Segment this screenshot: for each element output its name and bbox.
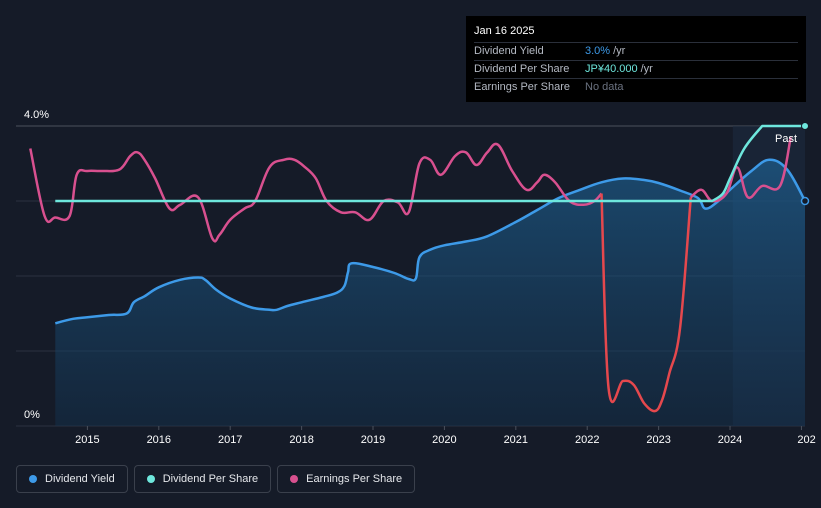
eps-line <box>29 142 603 243</box>
legend-item-dividend-yield[interactable]: Dividend Yield <box>16 465 128 493</box>
tooltip-date: Jan 16 2025 <box>474 25 535 37</box>
tooltip-value: No data <box>585 81 624 93</box>
x-tick-label: 2024 <box>718 434 742 446</box>
legend-item-dividend-per-share[interactable]: Dividend Per Share <box>133 465 272 493</box>
legend-label: Dividend Yield <box>45 473 115 485</box>
tooltip-value: 3.0% <box>585 45 611 57</box>
tooltip-row-dividend-yield: Dividend Yield 3.0% /yr <box>474 42 798 60</box>
x-tick-label: 2021 <box>504 434 528 446</box>
dividend-per-share-dot-icon <box>146 475 155 483</box>
legend: Dividend Yield Dividend Per Share Earnin… <box>16 465 416 493</box>
tooltip-label: Dividend Yield <box>474 45 544 57</box>
tooltip-panel: Jan 16 2025 Dividend Yield 3.0% /yr Divi… <box>466 16 806 102</box>
series-layer <box>29 124 805 426</box>
x-tick-label: 2016 <box>147 434 171 446</box>
eps-line-decline <box>600 193 693 413</box>
tooltip-unit: /yr <box>640 63 653 75</box>
tooltip-unit: /yr <box>613 45 626 57</box>
tooltip-row-earnings-per-share: Earnings Per Share No data <box>474 78 798 96</box>
tooltip-row-dividend-per-share: Dividend Per Share JP¥40.000 /yr <box>474 60 798 78</box>
x-tick-label: 2018 <box>289 434 313 446</box>
x-tick-label: 202 <box>797 434 815 446</box>
x-tick-label: 2023 <box>646 434 670 446</box>
dividend-per-share-line <box>55 124 805 203</box>
x-tick-label: 2020 <box>432 434 456 446</box>
y-tick-label: 4.0% <box>24 109 49 121</box>
x-tick-label: 2022 <box>575 434 599 446</box>
tooltip-value: JP¥40.000 <box>585 63 638 75</box>
axis-layer: 4.0% 0% 2015 2016 2017 2018 2019 2020 2021 2022 20… <box>24 109 816 446</box>
eps-line-recent <box>689 137 792 203</box>
legend-item-earnings-per-share[interactable]: Earnings Per Share <box>277 465 416 493</box>
past-label: Past <box>775 133 797 145</box>
earnings-per-share-dot-icon <box>290 475 299 483</box>
dividend-per-share-marker <box>801 122 809 130</box>
x-tick-label: 2019 <box>361 434 385 446</box>
tooltip-label: Earnings Per Share <box>474 81 570 93</box>
dividend-yield-dot-icon <box>29 475 37 483</box>
dividend-yield-marker <box>800 196 810 206</box>
x-tick-label: 2017 <box>218 434 242 446</box>
tooltip-label: Dividend Per Share <box>474 63 570 75</box>
x-tick-label: 2015 <box>75 434 99 446</box>
dividend-yield-area <box>55 159 805 426</box>
legend-label: Dividend Per Share <box>162 473 259 485</box>
legend-label: Earnings Per Share <box>306 473 403 485</box>
y-tick-label: 0% <box>24 409 40 421</box>
dividend-yield-line <box>54 158 805 325</box>
